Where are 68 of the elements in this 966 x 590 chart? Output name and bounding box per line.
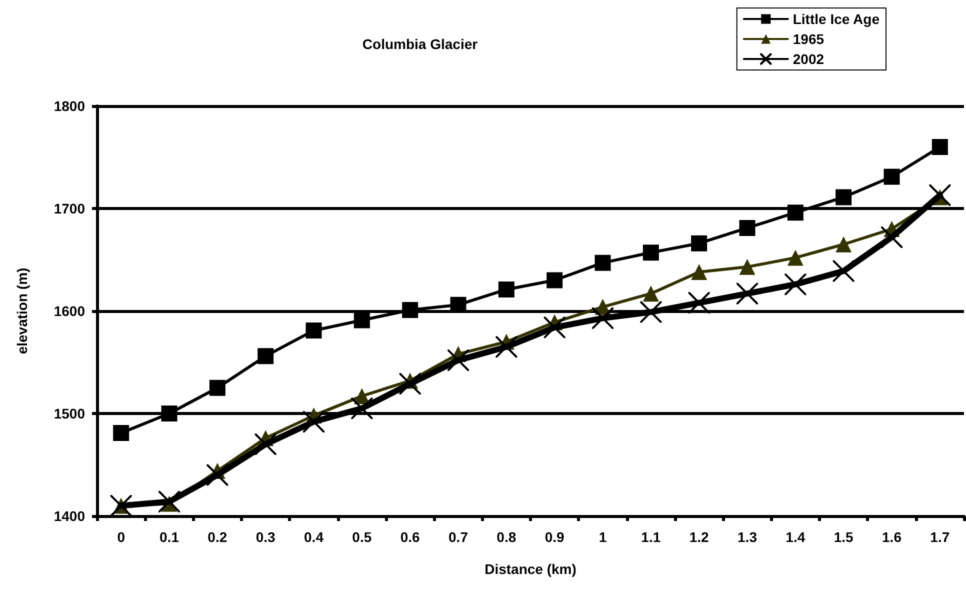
- point: [884, 168, 900, 185]
- y-tick-label: 1800: [54, 98, 86, 114]
- point: [258, 348, 274, 364]
- point: [736, 282, 758, 304]
- legend-label: Little Ice Age: [792, 11, 880, 27]
- point: [784, 274, 806, 296]
- point: [158, 490, 180, 512]
- point: [354, 312, 370, 328]
- point: [496, 336, 518, 358]
- point: [206, 464, 228, 486]
- point: [787, 204, 804, 221]
- point: [351, 398, 373, 420]
- point: [402, 302, 418, 318]
- point: [448, 349, 469, 371]
- x-tick-label: 0.7: [448, 529, 468, 545]
- point: [113, 424, 130, 441]
- point: [640, 301, 662, 323]
- x-tick-label: 0.5: [352, 529, 372, 545]
- point: [254, 434, 276, 455]
- y-tick-label: 1600: [54, 303, 86, 319]
- x-tick-label: 0.3: [256, 529, 276, 545]
- x-tick-label: 1.5: [834, 529, 854, 545]
- point: [932, 139, 948, 155]
- x-tick-label: 1.2: [689, 529, 710, 545]
- x-tick-label: 0: [117, 529, 126, 545]
- x-tick-label: 0.6: [400, 529, 420, 545]
- y-tick-label: 1700: [54, 200, 86, 216]
- y-tick-label: 1500: [54, 406, 86, 422]
- x-tick-label: 1.6: [882, 529, 902, 545]
- point: [642, 286, 659, 302]
- point: [787, 250, 804, 266]
- point: [161, 406, 178, 422]
- point: [739, 220, 756, 236]
- point: [303, 410, 324, 432]
- point: [691, 264, 708, 280]
- point: [881, 226, 902, 248]
- y-axis-title: elevation (m): [14, 268, 30, 354]
- chart-title: Columbia Glacier: [362, 36, 478, 52]
- point: [688, 292, 710, 314]
- x-tick-label: 0.1: [160, 529, 180, 545]
- y-tick-label: 1400: [54, 508, 86, 524]
- x-tick-label: 0.9: [544, 529, 565, 545]
- point: [642, 244, 659, 261]
- legend-label: 1965: [792, 31, 824, 47]
- point: [832, 260, 854, 282]
- point: [546, 272, 563, 288]
- x-tick-label: 1.1: [641, 529, 661, 545]
- point: [209, 380, 226, 396]
- x-axis-title: Distance (km): [484, 561, 576, 577]
- point: [739, 258, 756, 275]
- point: [306, 322, 322, 338]
- point: [399, 373, 421, 395]
- x-tick-label: 1.3: [738, 529, 758, 545]
- point: [836, 236, 852, 252]
- point: [544, 316, 566, 338]
- x-tick-label: 1: [598, 529, 607, 545]
- legend-label: 2002: [792, 51, 824, 67]
- x-tick-label: 0.8: [496, 529, 516, 545]
- x-tick-label: 0.2: [208, 529, 228, 545]
- point: [594, 254, 611, 271]
- point: [929, 184, 951, 206]
- point: [592, 307, 614, 329]
- point: [836, 189, 852, 206]
- point: [691, 235, 708, 252]
- point: [498, 281, 514, 298]
- x-tick-label: 1.4: [786, 529, 806, 545]
- x-tick-label: 1.7: [930, 529, 950, 545]
- x-tick-label: 0.4: [304, 529, 324, 545]
